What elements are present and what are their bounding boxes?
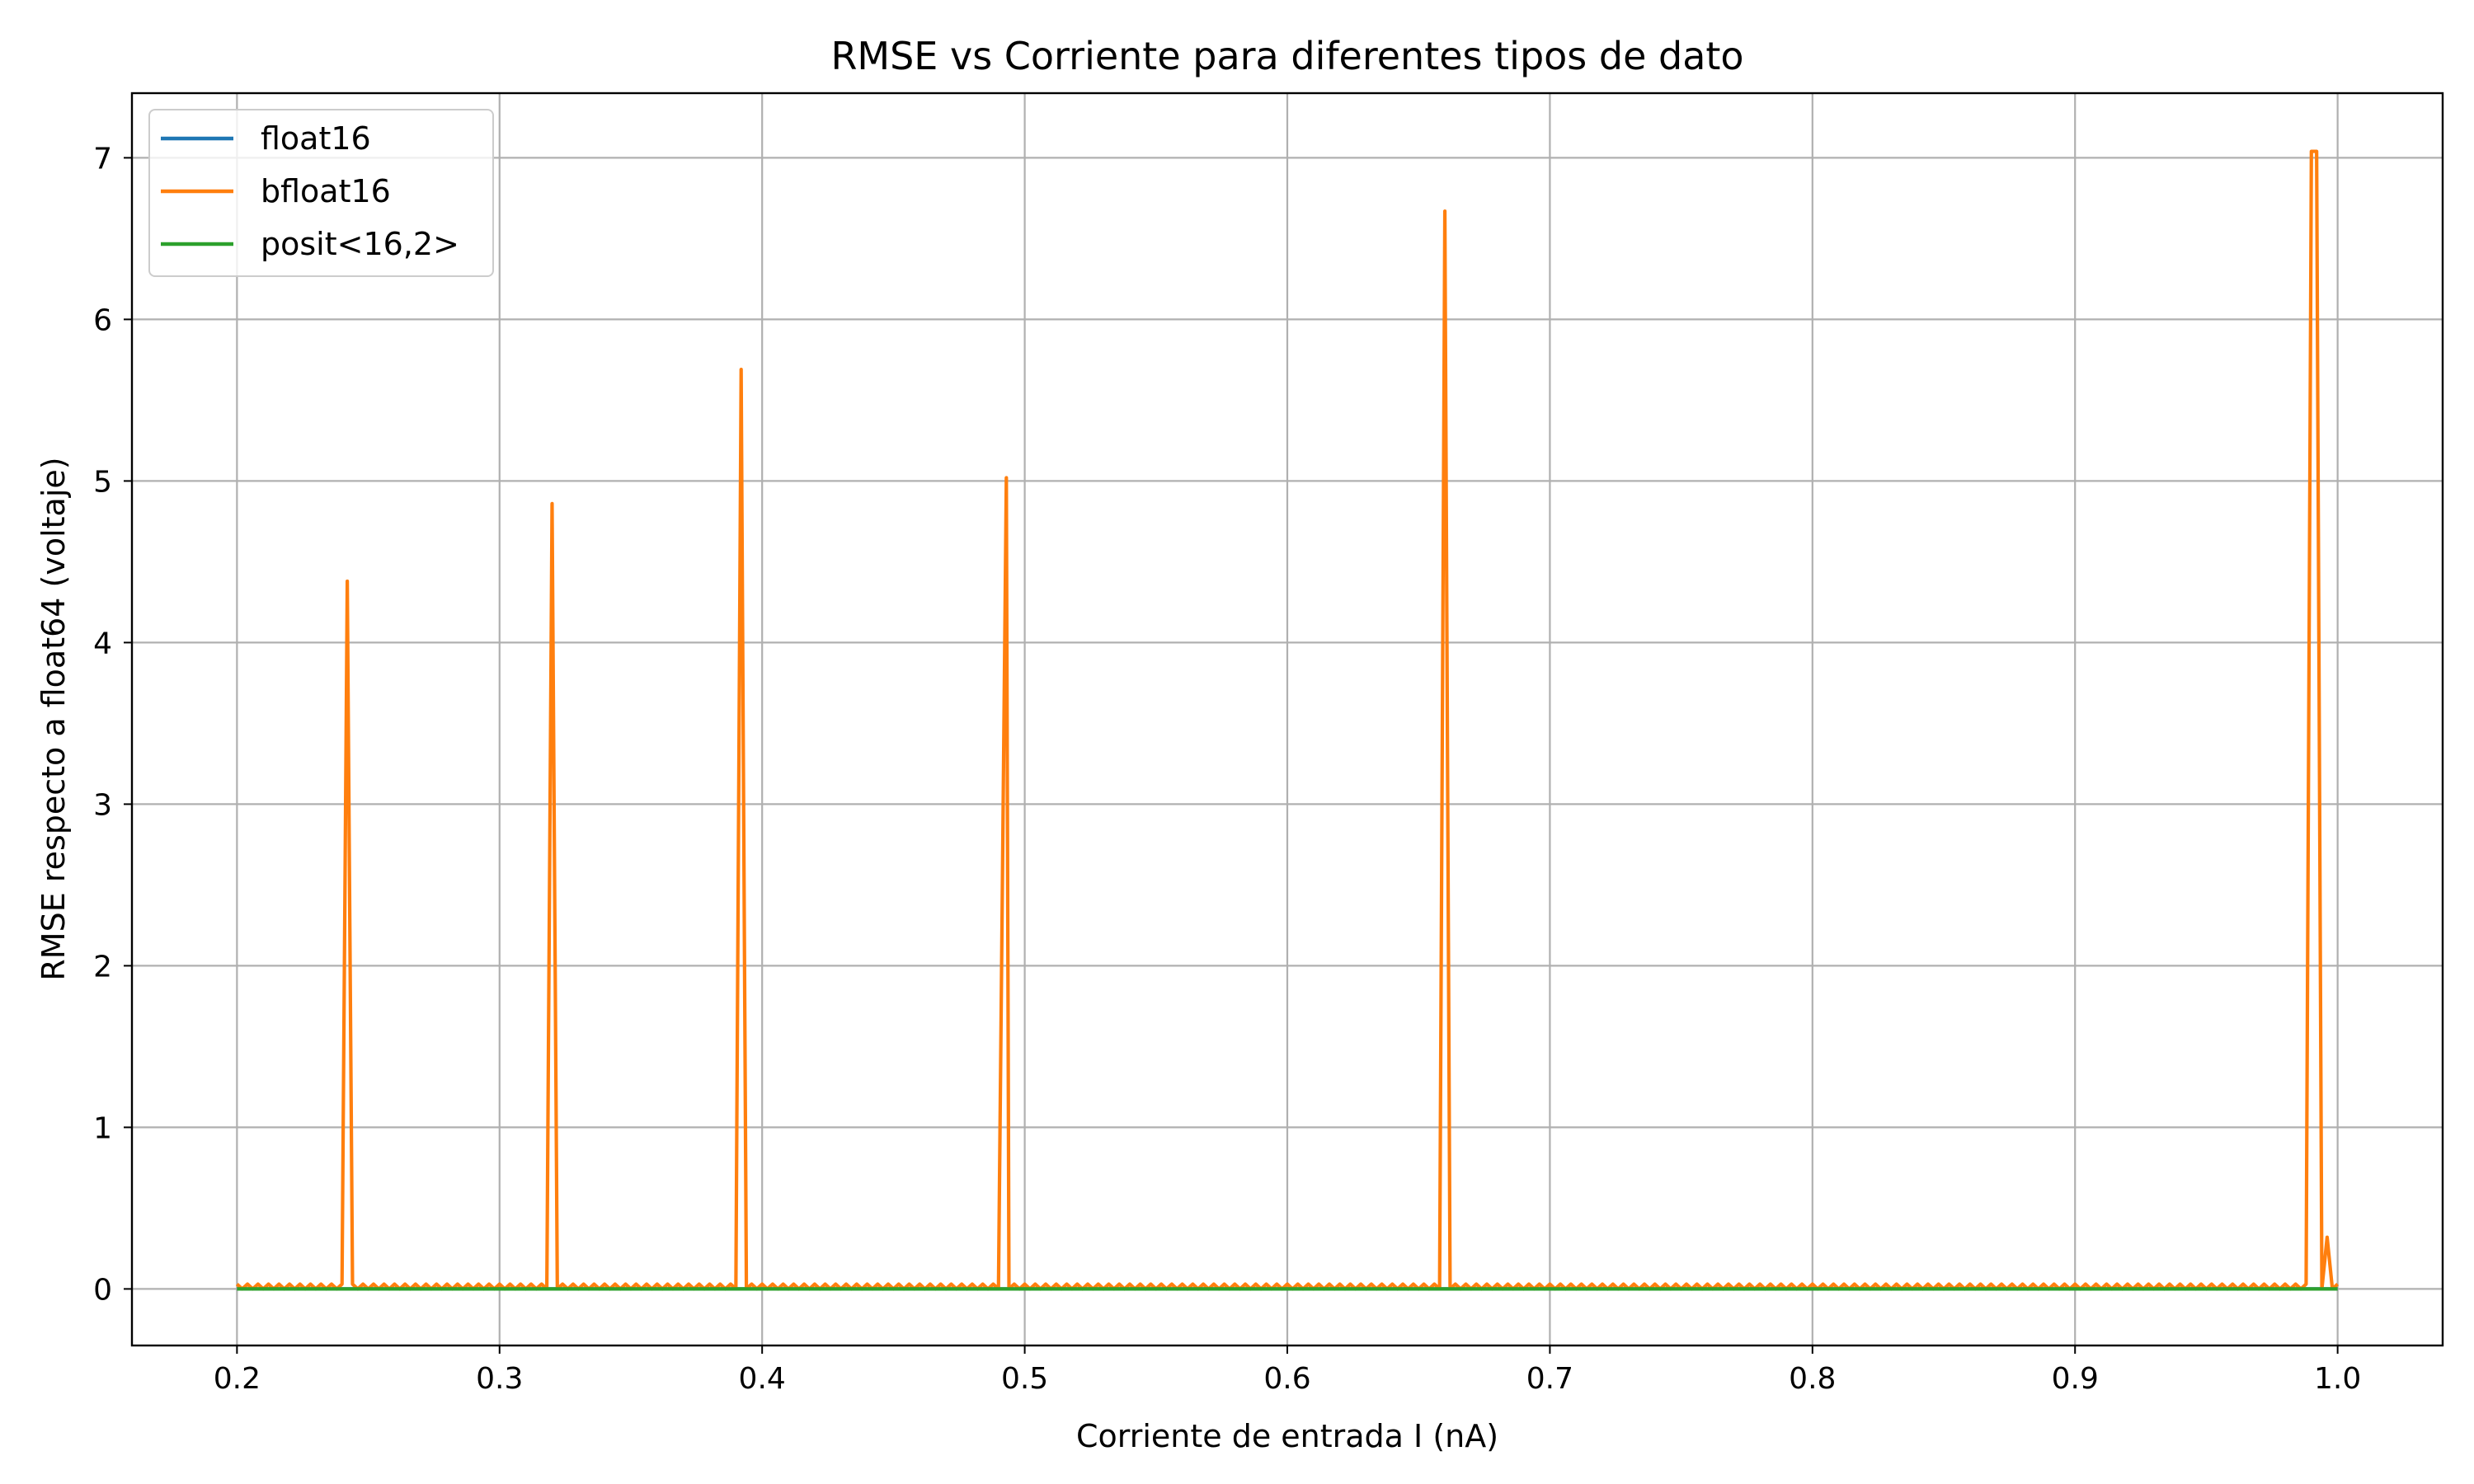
- x-tick-label: 0.5: [1001, 1362, 1048, 1396]
- y-tick-label: 6: [93, 303, 112, 337]
- legend: float16 bfloat16 posit<16,2>: [148, 109, 494, 277]
- axis-ticks: 0.2 0.3 0.4 0.5 0.6 0.7 0.8 0.9 1.0 0 1 2 3 4 5 6 7: [93, 142, 2361, 1396]
- y-tick-label: 1: [93, 1111, 112, 1145]
- legend-label: float16: [261, 120, 371, 157]
- chart-title: RMSE vs Corriente para diferentes tipos …: [830, 34, 1743, 78]
- x-tick-label: 0.7: [1526, 1362, 1573, 1396]
- y-tick-label: 0: [93, 1273, 112, 1307]
- x-tick-label: 0.4: [739, 1362, 786, 1396]
- y-tick-label: 2: [93, 950, 112, 984]
- legend-label: posit<16,2>: [261, 226, 459, 262]
- x-tick-label: 0.9: [2052, 1362, 2099, 1396]
- x-axis-title: Corriente de entrada I (nA): [1076, 1418, 1498, 1454]
- x-tick-label: 1.0: [2314, 1362, 2361, 1396]
- x-tick-label: 0.2: [214, 1362, 261, 1396]
- legend-box: [148, 109, 494, 277]
- x-tick-label: 0.3: [476, 1362, 523, 1396]
- legend-label: bfloat16: [261, 173, 391, 209]
- x-tick-label: 0.6: [1263, 1362, 1310, 1396]
- series-lines: [235, 149, 2340, 1291]
- y-axis-title: RMSE respecto a float64 (voltaje): [35, 457, 72, 980]
- y-tick-label: 5: [93, 465, 112, 499]
- x-tick-label: 0.8: [1789, 1362, 1836, 1396]
- y-tick-label: 7: [93, 142, 112, 176]
- y-tick-label: 3: [93, 788, 112, 822]
- y-tick-label: 4: [93, 627, 112, 660]
